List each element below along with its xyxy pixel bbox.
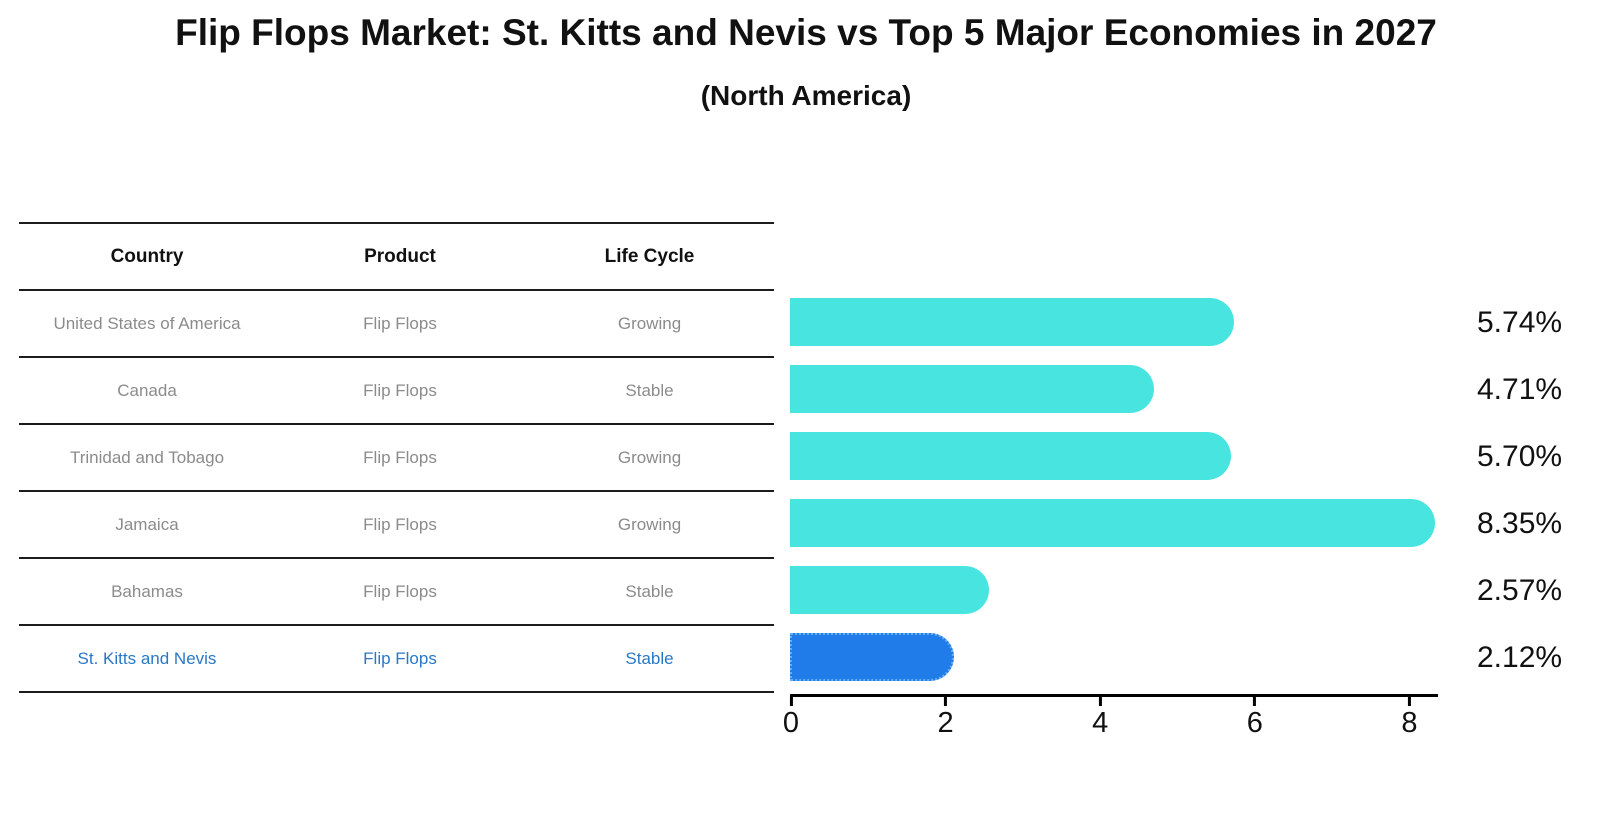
product-cell: Flip Flops: [363, 581, 437, 601]
tick-mark: [1253, 697, 1257, 706]
bar-bahamas: [790, 566, 989, 614]
x-axis-tick: 8: [1401, 697, 1417, 738]
chart-title: Flip Flops Market: St. Kitts and Nevis v…: [175, 12, 1437, 53]
tick-mark: [789, 697, 793, 706]
product-cell: Flip Flops: [363, 648, 437, 668]
table-row: Jamaica Flip Flops Growing: [19, 490, 774, 557]
table-row: Bahamas Flip Flops Stable: [19, 557, 774, 624]
tick-mark: [1407, 697, 1411, 706]
x-axis-tick: 6: [1247, 697, 1263, 738]
bar-st-kitts-and-nevis: [790, 633, 954, 681]
table-row: United States of America Flip Flops Grow…: [19, 289, 774, 356]
life-cycle-cell: Growing: [617, 313, 682, 333]
life-cycle-cell: Growing: [617, 514, 682, 534]
column-header-product: Product: [364, 245, 436, 267]
table-row-highlighted: St. Kitts and Nevis Flip Flops Stable: [19, 624, 774, 691]
bar-canada: [790, 365, 1155, 413]
bar-value-label: 4.71%: [1477, 373, 1563, 406]
life-cycle-cell: Stable: [625, 648, 674, 668]
table-row: Trinidad and Tobago Flip Flops Growing: [19, 423, 774, 490]
tick-label: 8: [1401, 707, 1418, 739]
bar-jamaica: [790, 499, 1436, 547]
bar-trinidad-and-tobago: [790, 432, 1231, 480]
bar-value-label: 2.57%: [1477, 574, 1563, 607]
tick-label: 0: [782, 707, 800, 739]
product-cell: Flip Flops: [363, 447, 437, 467]
tick-label: 4: [1092, 707, 1109, 739]
tick-label: 2: [937, 707, 954, 739]
bar-value-label: 5.74%: [1477, 306, 1563, 339]
bar-united-states-of-america: [790, 298, 1234, 346]
product-cell: Flip Flops: [363, 380, 437, 400]
x-axis-tick: 4: [1092, 697, 1108, 738]
table-header-row: Country Product Life Cycle: [19, 222, 774, 289]
data-table: Country Product Life Cycle United States…: [19, 222, 774, 693]
country-cell: Bahamas: [111, 581, 183, 601]
product-cell: Flip Flops: [363, 514, 437, 534]
bar-value-label: 2.12%: [1477, 641, 1563, 674]
life-cycle-cell: Growing: [617, 447, 682, 467]
country-cell: United States of America: [53, 313, 241, 333]
column-header-country: Country: [110, 245, 184, 267]
x-axis-tick: 2: [938, 697, 954, 738]
tick-mark: [1098, 697, 1102, 706]
column-header-life-cycle: Life Cycle: [604, 245, 695, 267]
country-cell: Jamaica: [115, 514, 179, 534]
x-axis-line: [790, 694, 1438, 697]
bar-value-label: 5.70%: [1477, 440, 1563, 473]
country-cell: St. Kitts and Nevis: [77, 648, 217, 668]
bar-chart: 0 2 4 6 8: [783, 222, 1490, 782]
bar-value-label: 8.35%: [1477, 507, 1563, 540]
country-cell: Canada: [117, 380, 177, 400]
chart-subtitle: (North America): [700, 80, 912, 111]
life-cycle-cell: Stable: [625, 380, 674, 400]
country-cell: Trinidad and Tobago: [69, 447, 225, 467]
tick-mark: [944, 697, 948, 706]
product-cell: Flip Flops: [363, 313, 437, 333]
x-axis-tick: 0: [783, 697, 799, 738]
table-row: Canada Flip Flops Stable: [19, 356, 774, 423]
life-cycle-cell: Stable: [625, 581, 674, 601]
tick-label: 6: [1246, 707, 1263, 739]
